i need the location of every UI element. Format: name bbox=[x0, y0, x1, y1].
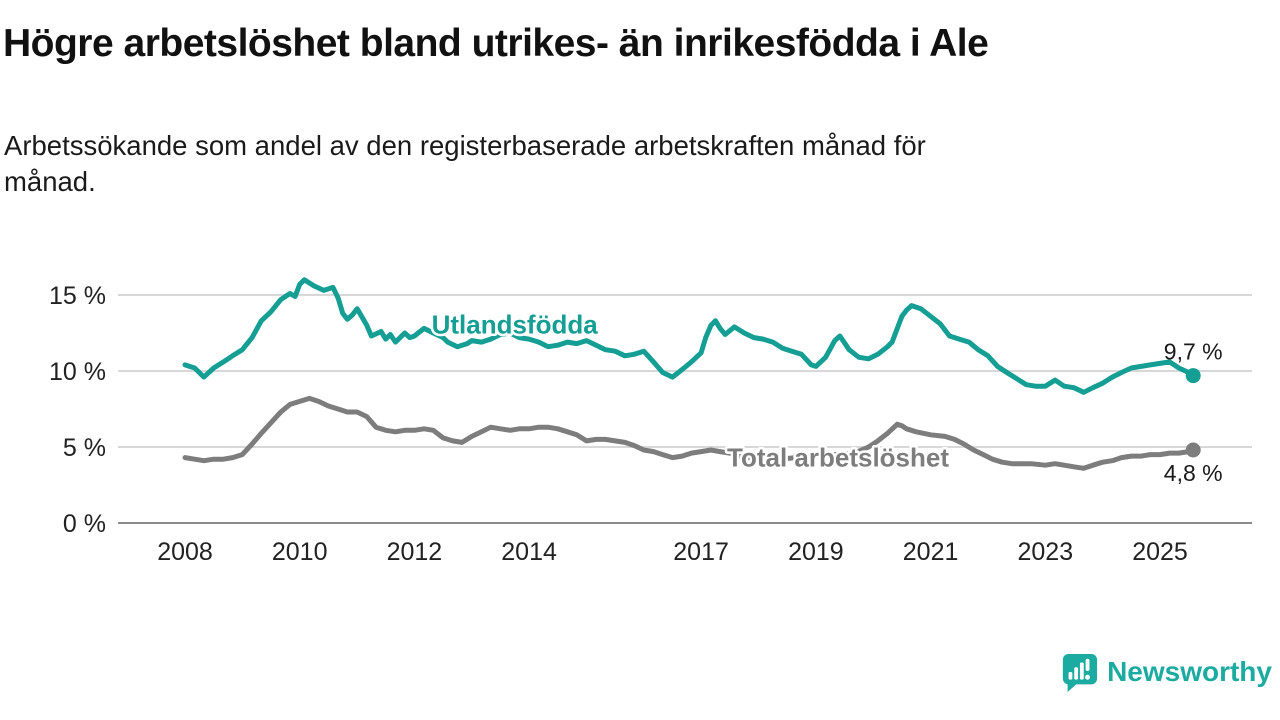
chart-subtitle: Arbetssökande som andel av den registerb… bbox=[4, 130, 926, 198]
y-axis-tick-label: 15 % bbox=[49, 282, 106, 310]
x-axis-tick-label: 2012 bbox=[387, 538, 443, 566]
series-name-label: Total arbetslöshet bbox=[727, 443, 949, 473]
chart-title: Högre arbetslöshet bland utrikes- än inr… bbox=[3, 22, 989, 65]
x-axis-tick-label: 2017 bbox=[673, 538, 729, 566]
x-axis-tick-label: 2010 bbox=[272, 538, 328, 566]
series-end-value-label: 4,8 % bbox=[1164, 460, 1223, 486]
newsworthy-logo[interactable]: Newsworthy bbox=[1060, 652, 1272, 692]
x-axis-tick-label: 2023 bbox=[1017, 538, 1073, 566]
series-line bbox=[182, 277, 1196, 395]
x-axis-tick-label: 2008 bbox=[157, 538, 213, 566]
x-axis-tick-label: 2021 bbox=[903, 538, 959, 566]
series-end-dot bbox=[1185, 368, 1201, 384]
series-line bbox=[182, 395, 1196, 471]
series-name-label: Utlandsfödda bbox=[432, 310, 599, 340]
newsworthy-logo-text: Newsworthy bbox=[1107, 656, 1272, 687]
x-axis-tick-label: 2025 bbox=[1132, 538, 1188, 566]
x-axis-tick-label: 2019 bbox=[788, 538, 844, 566]
y-axis-tick-label: 5 % bbox=[63, 434, 106, 462]
series-end-dot bbox=[1185, 442, 1201, 458]
newsworthy-logo-icon bbox=[1062, 653, 1098, 692]
y-axis-tick-label: 0 % bbox=[63, 510, 106, 538]
x-axis-tick-label: 2014 bbox=[501, 538, 557, 566]
y-axis-tick-label: 10 % bbox=[49, 358, 106, 386]
unemployment-line-chart: 0 % 5 % 10 % 15 % 2008 2010 2012 2014 2017 2019 20… bbox=[49, 277, 1252, 566]
series-end-value-label: 9,7 % bbox=[1164, 339, 1223, 365]
